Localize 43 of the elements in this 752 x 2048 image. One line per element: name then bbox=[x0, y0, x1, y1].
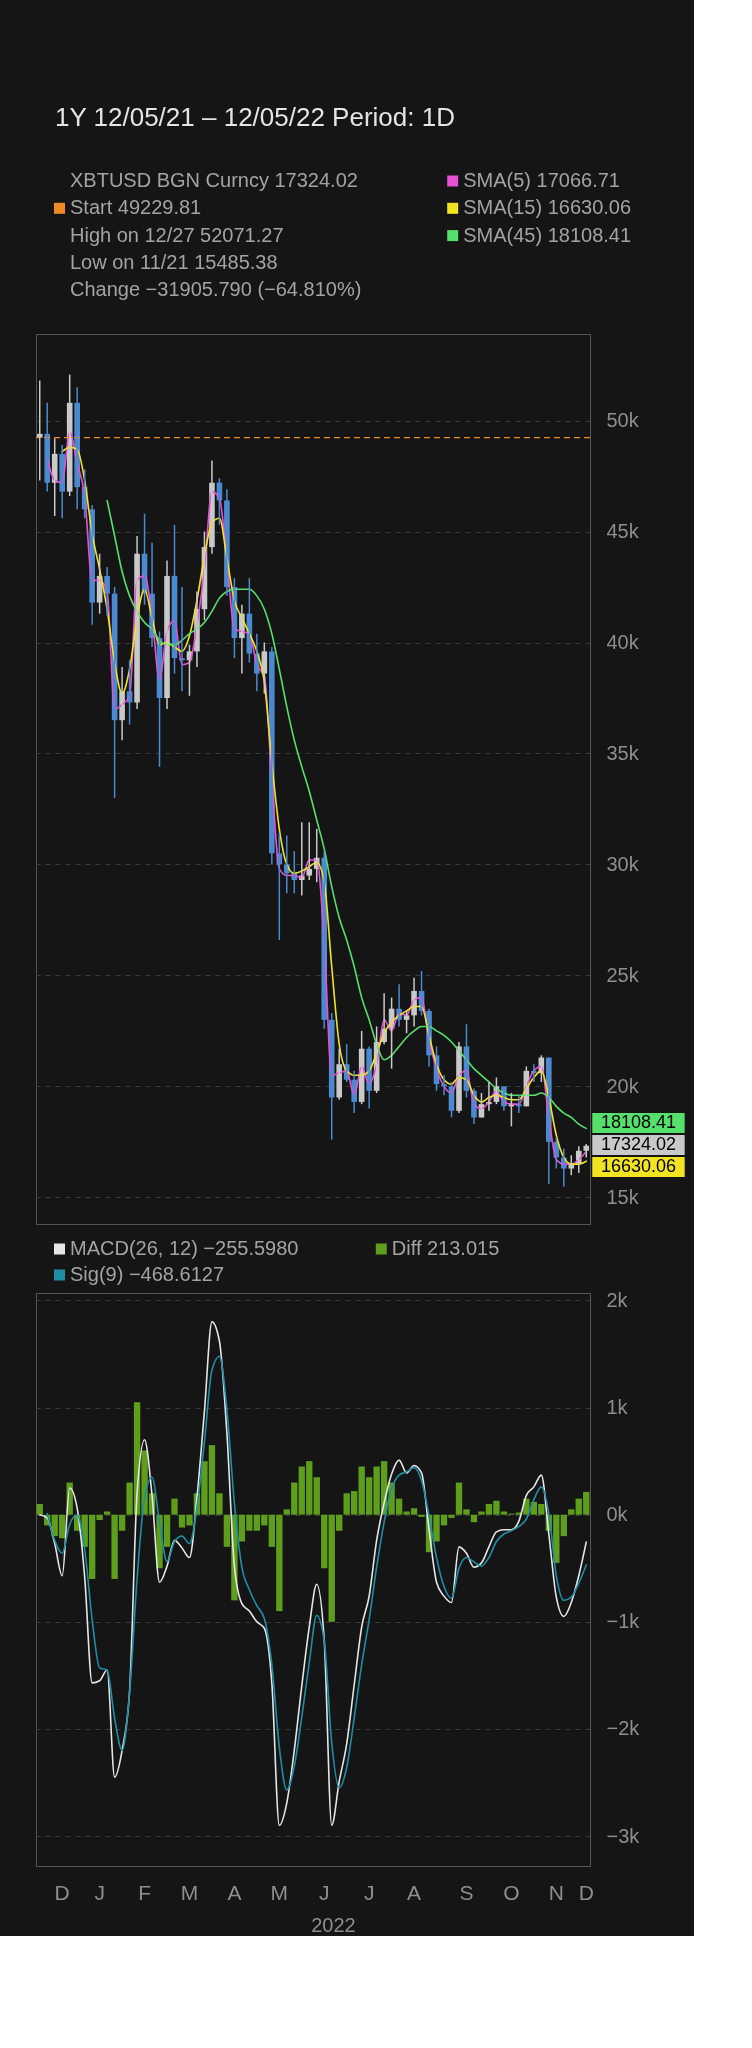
x-axis-title: 2022 bbox=[311, 1913, 356, 1936]
y-tick-label: 35k bbox=[606, 741, 640, 764]
y-tick-label: 2k bbox=[606, 1289, 629, 1311]
chart-title: 1Y 12/05/21 – 12/05/22 Period: 1D bbox=[55, 102, 455, 132]
text: XBTUSD BGN Curncy 17324.02 bbox=[70, 169, 358, 191]
legend-label: MACD(26, 12) −255.5980 bbox=[70, 1237, 299, 1259]
y-tick-label: 50k bbox=[606, 409, 640, 432]
x-tick-label: O bbox=[503, 1880, 520, 1904]
y-tick-label: 45k bbox=[606, 520, 640, 543]
y-tick-label: 30k bbox=[606, 852, 640, 875]
legend-label: Start 49229.81 bbox=[70, 196, 202, 219]
text: Change −31905.790 (−64.810%) bbox=[70, 278, 362, 301]
legend-label: Sig(9) −468.6127 bbox=[70, 1263, 225, 1285]
legend-label: SMA(15) 16630.06 bbox=[463, 196, 632, 219]
x-tick-label: J bbox=[318, 1880, 330, 1904]
legend-label: SMA(5) 17066.71 bbox=[463, 169, 620, 191]
data-label: 16630.06 bbox=[600, 1156, 676, 1177]
legend-label: Diff 213.015 bbox=[391, 1237, 500, 1259]
x-tick-label: S bbox=[459, 1880, 474, 1904]
x-tick-label: M bbox=[270, 1880, 289, 1904]
y-tick-label: 15k bbox=[606, 1185, 640, 1208]
x-tick-label: J bbox=[363, 1880, 375, 1904]
y-tick-label: 0k bbox=[606, 1503, 629, 1526]
x-tick-label: N bbox=[548, 1880, 564, 1904]
y-tick-label: −3k bbox=[606, 1824, 641, 1847]
y-tick-label: −1k bbox=[606, 1610, 641, 1633]
x-tick-label: A bbox=[227, 1880, 242, 1904]
text: 17324.02 bbox=[600, 1134, 676, 1155]
x-tick-label: A bbox=[407, 1880, 422, 1904]
y-tick-label: 40k bbox=[606, 631, 640, 653]
y-tick-label: 20k bbox=[606, 1074, 640, 1097]
y-tick-label: −2k bbox=[606, 1717, 641, 1740]
legend-label: SMA(45) 18108.41 bbox=[463, 223, 632, 246]
text: High on 12/27 52071.27 bbox=[70, 223, 284, 246]
x-tick-label: D bbox=[54, 1880, 70, 1904]
data-label: 18108.41 bbox=[600, 1112, 676, 1133]
text: Low on 11/21 15485.38 bbox=[70, 250, 278, 273]
x-tick-label: F bbox=[138, 1880, 151, 1904]
x-tick-label: M bbox=[180, 1880, 199, 1904]
x-tick-label: D bbox=[578, 1880, 594, 1904]
y-tick-label: 25k bbox=[606, 963, 640, 986]
y-tick-label: 1k bbox=[606, 1396, 629, 1419]
x-tick-label: J bbox=[94, 1880, 105, 1904]
